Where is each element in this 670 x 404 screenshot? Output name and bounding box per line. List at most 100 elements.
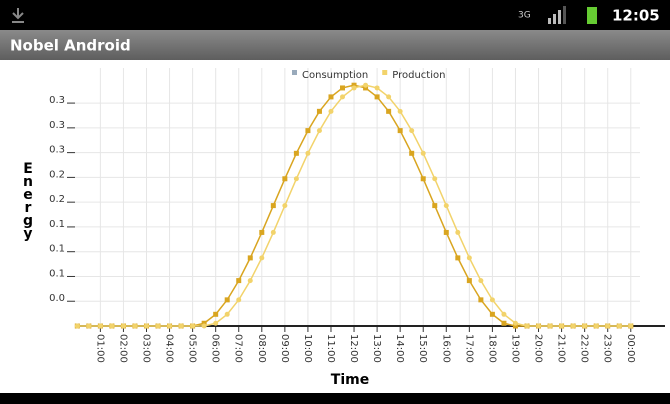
point bbox=[605, 324, 610, 329]
point bbox=[525, 324, 530, 329]
x-tick-label: 14:00 bbox=[394, 334, 405, 363]
point bbox=[340, 85, 345, 90]
y-tick-label: 0.2 bbox=[49, 169, 65, 180]
x-tick-label: 02:00 bbox=[117, 334, 128, 363]
x-axis-title: Time bbox=[331, 372, 369, 388]
point bbox=[386, 109, 391, 114]
x-tick-label: 18:00 bbox=[486, 334, 497, 363]
point bbox=[179, 324, 184, 329]
point bbox=[513, 321, 518, 326]
point bbox=[501, 312, 506, 317]
x-tick-label: 08:00 bbox=[256, 334, 267, 363]
point bbox=[271, 230, 276, 235]
point bbox=[501, 321, 506, 326]
x-tick-label: 15:00 bbox=[417, 334, 428, 363]
point bbox=[282, 176, 287, 181]
point bbox=[156, 324, 161, 329]
point bbox=[490, 297, 495, 302]
point bbox=[340, 94, 345, 99]
x-tick-label: 09:00 bbox=[279, 334, 290, 363]
x-tick-label: 05:00 bbox=[187, 334, 198, 363]
point bbox=[409, 128, 414, 133]
point bbox=[305, 128, 310, 133]
point bbox=[259, 230, 264, 235]
clock: 12:05 bbox=[612, 7, 660, 25]
point bbox=[213, 312, 218, 317]
point bbox=[386, 94, 391, 99]
point bbox=[282, 203, 287, 208]
y-tick-label: 0.3 bbox=[49, 95, 65, 106]
point bbox=[225, 312, 230, 317]
x-tick-label: 12:00 bbox=[348, 334, 359, 363]
point bbox=[571, 324, 576, 329]
point bbox=[444, 230, 449, 235]
point bbox=[248, 278, 253, 283]
point bbox=[225, 297, 230, 302]
network-icon: 3G bbox=[518, 11, 531, 21]
x-tick-label: 06:00 bbox=[210, 334, 221, 363]
y-tick-label: 0.0 bbox=[49, 293, 65, 304]
point bbox=[190, 324, 195, 329]
point bbox=[121, 324, 126, 329]
point bbox=[455, 255, 460, 260]
y-tick-label: 0.1 bbox=[49, 268, 65, 279]
status-bar bbox=[0, 0, 670, 30]
point bbox=[236, 297, 241, 302]
x-tick-label: 01:00 bbox=[94, 334, 105, 363]
legend-label: Consumption bbox=[302, 70, 368, 81]
point bbox=[559, 324, 564, 329]
x-tick-label: 16:00 bbox=[440, 334, 451, 363]
point bbox=[328, 109, 333, 114]
point bbox=[317, 128, 322, 133]
point bbox=[259, 255, 264, 260]
point bbox=[202, 324, 207, 329]
point bbox=[478, 278, 483, 283]
point bbox=[363, 83, 368, 88]
y-tick-label: 0.1 bbox=[49, 219, 65, 230]
x-tick-label: 00:00 bbox=[625, 334, 636, 363]
y-tick-label: 0.2 bbox=[49, 194, 65, 205]
point bbox=[305, 151, 310, 156]
point bbox=[478, 297, 483, 302]
battery-icon bbox=[587, 7, 597, 24]
point bbox=[409, 151, 414, 156]
point bbox=[167, 324, 172, 329]
x-tick-label: 11:00 bbox=[325, 334, 336, 363]
point bbox=[421, 176, 426, 181]
y-tick-label: 0.3 bbox=[49, 120, 65, 131]
x-tick-label: 20:00 bbox=[533, 334, 544, 363]
x-tick-label: 19:00 bbox=[509, 334, 520, 363]
legend-swatch bbox=[382, 70, 387, 75]
x-tick-label: 07:00 bbox=[233, 334, 244, 363]
point bbox=[75, 324, 80, 329]
point bbox=[467, 278, 472, 283]
x-tick-label: 10:00 bbox=[302, 334, 313, 363]
point bbox=[132, 324, 137, 329]
point bbox=[109, 324, 114, 329]
y-tick-label: 0.1 bbox=[49, 244, 65, 255]
point bbox=[236, 278, 241, 283]
screen: 3G 12:05 Nobel Android Energy Time 0.0 0.… bbox=[0, 0, 670, 400]
point bbox=[432, 176, 437, 181]
point bbox=[617, 324, 622, 329]
point bbox=[294, 176, 299, 181]
legend-label: Production bbox=[392, 70, 445, 81]
x-tick-label: 21:00 bbox=[556, 334, 567, 363]
point bbox=[271, 203, 276, 208]
x-tick-label: 04:00 bbox=[164, 334, 175, 363]
x-tick-label: 23:00 bbox=[602, 334, 613, 363]
point bbox=[398, 109, 403, 114]
x-tick-label: 13:00 bbox=[371, 334, 382, 363]
point bbox=[248, 255, 253, 260]
point bbox=[398, 128, 403, 133]
point bbox=[548, 324, 553, 329]
y-axis-title: Energy bbox=[20, 161, 36, 241]
point bbox=[352, 85, 357, 90]
x-tick-label: 22:00 bbox=[579, 334, 590, 363]
point bbox=[467, 255, 472, 260]
point bbox=[213, 321, 218, 326]
app-title: Nobel Android bbox=[10, 37, 131, 55]
point bbox=[86, 324, 91, 329]
point bbox=[432, 203, 437, 208]
point bbox=[375, 94, 380, 99]
